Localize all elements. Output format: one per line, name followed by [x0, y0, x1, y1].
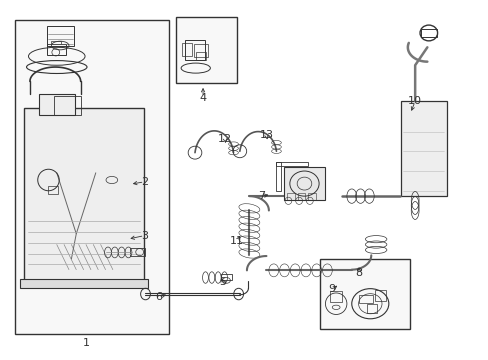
- Bar: [47, 44, 65, 55]
- Bar: [193, 44, 208, 57]
- Text: 2: 2: [141, 177, 148, 187]
- Text: 7: 7: [258, 191, 264, 201]
- Text: 9: 9: [328, 284, 335, 294]
- Bar: [297, 193, 305, 200]
- Bar: [374, 291, 385, 301]
- Bar: [283, 167, 325, 200]
- Bar: [400, 101, 446, 196]
- Bar: [276, 162, 281, 191]
- Bar: [54, 96, 81, 116]
- Text: 4: 4: [199, 93, 206, 103]
- Text: 8: 8: [355, 268, 362, 278]
- Bar: [358, 295, 372, 303]
- Text: 13: 13: [259, 130, 273, 140]
- Bar: [39, 94, 75, 116]
- Text: 1: 1: [82, 338, 89, 348]
- Text: 10: 10: [407, 96, 421, 106]
- Bar: [15, 21, 168, 334]
- Bar: [182, 42, 191, 56]
- Bar: [176, 17, 237, 83]
- Bar: [48, 186, 58, 194]
- Bar: [184, 40, 205, 60]
- Bar: [105, 175, 118, 186]
- Bar: [103, 173, 125, 187]
- Text: 3: 3: [141, 231, 148, 240]
- Bar: [24, 108, 143, 280]
- Bar: [130, 248, 144, 256]
- Text: 12: 12: [218, 134, 232, 144]
- Text: 6: 6: [155, 292, 163, 302]
- Bar: [51, 41, 61, 44]
- Bar: [195, 52, 206, 60]
- Bar: [286, 193, 294, 200]
- Bar: [366, 304, 376, 313]
- Bar: [47, 26, 74, 45]
- Bar: [329, 291, 341, 302]
- Bar: [221, 274, 231, 280]
- Bar: [420, 30, 436, 37]
- Bar: [276, 162, 307, 166]
- Bar: [114, 177, 122, 185]
- Bar: [320, 259, 409, 329]
- Bar: [20, 279, 148, 288]
- Text: 5: 5: [219, 277, 225, 287]
- Text: 11: 11: [230, 236, 244, 246]
- Bar: [308, 193, 316, 200]
